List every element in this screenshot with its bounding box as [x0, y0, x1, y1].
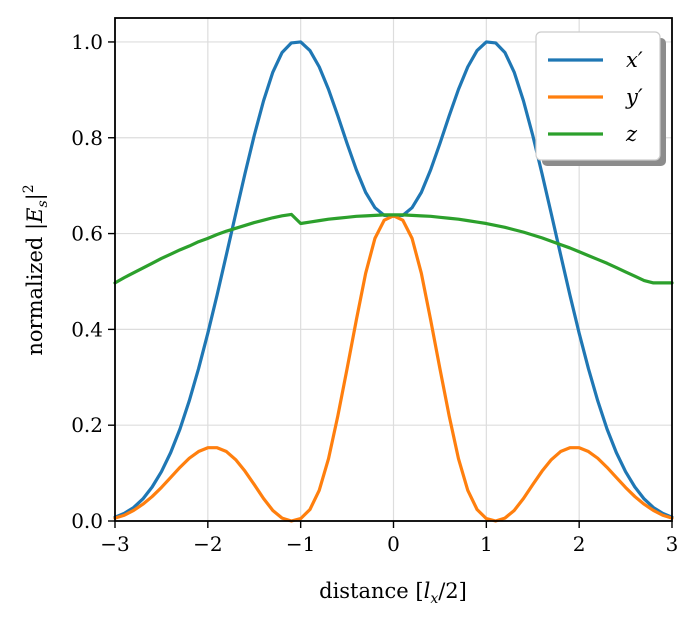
legend-label-z: z: [625, 122, 638, 146]
x-axis-label-post: /2]: [438, 579, 467, 603]
legend: x′ y′ z: [535, 31, 666, 166]
y-tick-label: 0.2: [71, 413, 103, 437]
y-axis-label-var: E: [23, 208, 47, 224]
y-tick-label: 0.0: [71, 509, 103, 533]
y-axis-label-pre: normalized |: [23, 223, 48, 356]
x-tick-label: −1: [286, 532, 315, 556]
x-tick-label: −3: [100, 532, 129, 556]
y-axis-label-post: |: [23, 193, 48, 200]
series-line-z: [113, 212, 674, 285]
y-tick-label: 0.6: [71, 222, 103, 246]
x-tick-label: −2: [193, 532, 222, 556]
x-tick-label: 1: [480, 532, 493, 556]
axis-ticks: −3 −2 −1 0 1 2 3 0.0 0.2 0.4 0.6 0.8 1.0: [71, 30, 678, 556]
y-axis-label: normalized |Es|2: [21, 184, 51, 355]
x-axis-label-var: l: [424, 579, 431, 603]
legend-label-y: y′: [625, 85, 643, 109]
x-tick-label: 2: [573, 532, 586, 556]
y-axis-label-sup: 2: [21, 184, 37, 193]
series-lines: [113, 40, 674, 523]
y-axis-label-sub: s: [35, 200, 51, 207]
x-axis-label-sub: x: [430, 591, 438, 607]
legend-label-x: x′: [626, 48, 643, 72]
y-tick-label: 1.0: [71, 30, 103, 54]
x-axis-label-pre: distance [: [319, 579, 423, 603]
y-tick-label: 0.4: [71, 317, 103, 341]
x-tick-label: 3: [666, 532, 679, 556]
x-axis-label: distance [lx/2]: [319, 579, 467, 607]
y-tick-label: 0.8: [71, 126, 103, 150]
x-tick-label: 0: [387, 532, 400, 556]
